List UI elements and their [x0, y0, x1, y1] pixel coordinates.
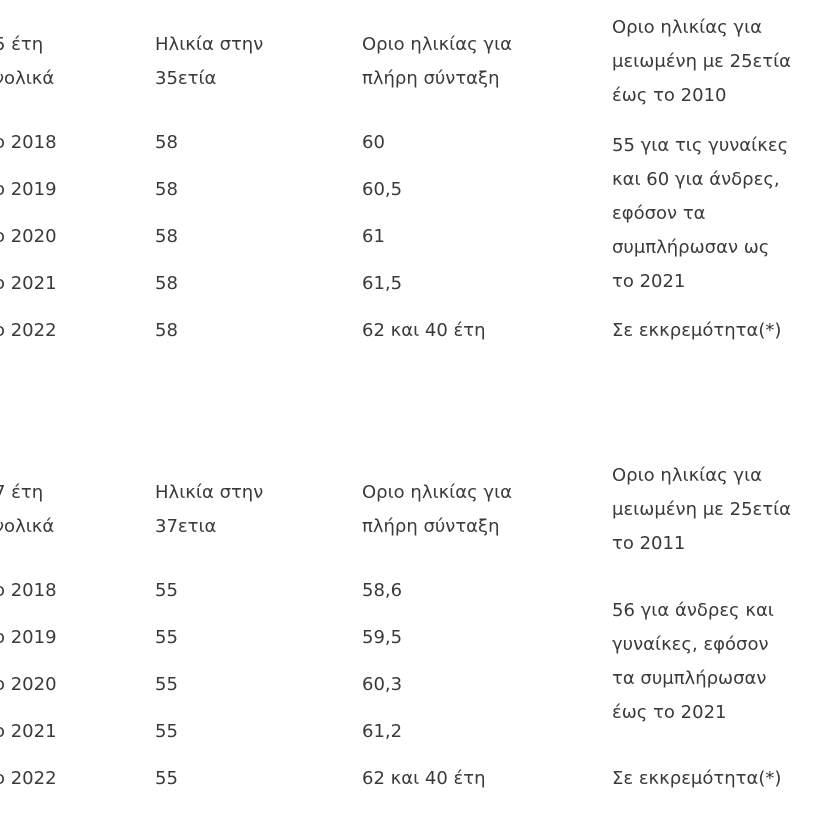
status: Σε εκκρεμότητα(*): [612, 768, 782, 789]
header-text: νολικά: [0, 516, 55, 537]
note-text: εφόσον τα: [612, 202, 706, 224]
header-text: έως το 2010: [612, 85, 727, 106]
note-text: 55 για τις γυναίκες: [612, 134, 789, 156]
note-text: και 60 για άνδρες,: [612, 168, 780, 190]
header-text: το 2011: [612, 533, 686, 554]
cell: 55: [155, 580, 178, 601]
cell: 58: [155, 273, 178, 294]
header-text: Οριο ηλικίας για: [362, 482, 513, 503]
header-text: Οριο ηλικίας για: [612, 17, 763, 38]
note-text: έως το 2021: [612, 701, 727, 723]
cell: 62 και 40 έτη: [362, 768, 486, 789]
note-text: γυναίκες, εφόσον: [612, 633, 769, 655]
status: Σε εκκρεμότητα(*): [612, 320, 782, 341]
cell: ο 2021: [0, 721, 57, 742]
cell: 55: [155, 768, 178, 789]
cell: 58: [155, 320, 178, 341]
cell: 60,5: [362, 179, 403, 200]
header-text: 7 έτη: [0, 482, 44, 503]
header-text: 37ετια: [155, 516, 217, 537]
header-text: μειωμένη με 25ετία: [612, 499, 792, 520]
note-text: 56 για άνδρες και: [612, 599, 774, 621]
cell: 55: [155, 674, 178, 695]
cell: ο 2022: [0, 320, 57, 341]
cell: ο 2020: [0, 226, 57, 247]
cell: ο 2018: [0, 132, 57, 153]
cell: ο 2018: [0, 580, 57, 601]
header-text: νολικά: [0, 68, 55, 89]
cell: 61,5: [362, 273, 403, 294]
cell: ο 2022: [0, 768, 57, 789]
cell: 55: [155, 721, 178, 742]
cell: 61,2: [362, 721, 403, 742]
header-text: Ηλικία στην: [155, 482, 264, 503]
header-text: πλήρη σύνταξη: [362, 516, 500, 537]
cell: ο 2020: [0, 674, 57, 695]
header-text: 35ετία: [155, 68, 217, 89]
cell: ο 2019: [0, 179, 57, 200]
header-text: 5 έτη: [0, 34, 44, 55]
cell: 58,6: [362, 580, 403, 601]
cell: 61: [362, 226, 385, 247]
cell: 55: [155, 627, 178, 648]
note-text: το 2021: [612, 270, 686, 292]
cell: ο 2021: [0, 273, 57, 294]
note-text: συμπλήρωσαν ως: [612, 236, 770, 258]
header-text: Ηλικία στην: [155, 34, 264, 55]
header-text: Οριο ηλικίας για: [362, 34, 513, 55]
note-text: τα συμπλήρωσαν: [612, 667, 767, 689]
header-text: μειωμένη με 25ετία: [612, 51, 792, 72]
cell: 58: [155, 179, 178, 200]
cell: 59,5: [362, 627, 403, 648]
cell: ο 2019: [0, 627, 57, 648]
cell: 60: [362, 132, 385, 153]
header-text: Οριο ηλικίας για: [612, 465, 763, 486]
header-text: πλήρη σύνταξη: [362, 68, 500, 89]
cell: 62 και 40 έτη: [362, 320, 486, 341]
cell: 58: [155, 226, 178, 247]
cell: 58: [155, 132, 178, 153]
cell: 60,3: [362, 674, 403, 695]
